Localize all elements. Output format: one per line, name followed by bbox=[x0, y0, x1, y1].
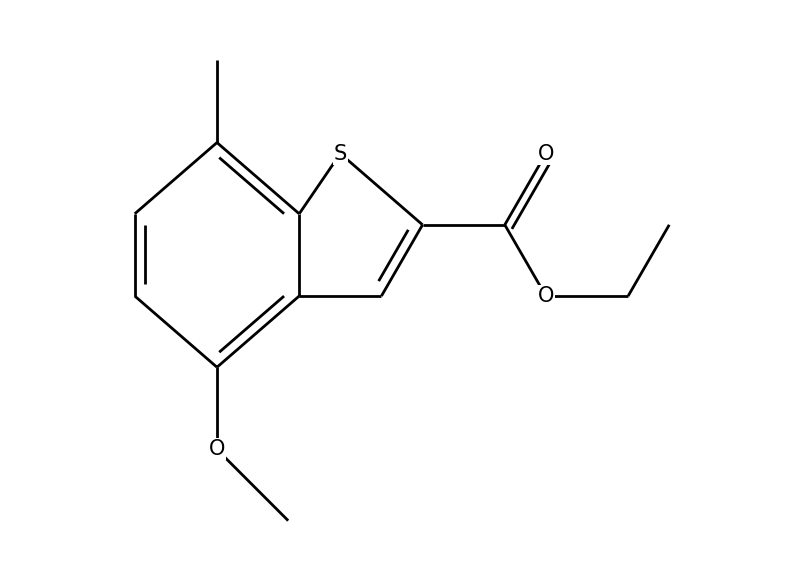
Text: O: O bbox=[537, 144, 553, 164]
Text: O: O bbox=[209, 439, 225, 460]
Text: O: O bbox=[537, 286, 553, 306]
Text: S: S bbox=[333, 144, 347, 164]
